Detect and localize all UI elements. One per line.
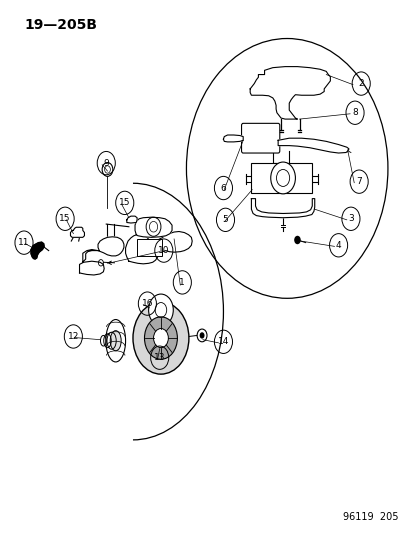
FancyBboxPatch shape	[251, 163, 311, 193]
Circle shape	[148, 294, 173, 326]
Text: 16: 16	[141, 299, 153, 308]
Polygon shape	[79, 261, 104, 275]
Polygon shape	[125, 231, 192, 264]
Text: 11: 11	[18, 238, 30, 247]
Polygon shape	[126, 216, 137, 223]
Text: 5: 5	[222, 215, 228, 224]
Polygon shape	[223, 135, 242, 142]
Polygon shape	[70, 227, 84, 237]
Text: 2: 2	[358, 79, 363, 88]
Text: 6: 6	[220, 183, 226, 192]
Circle shape	[133, 302, 188, 374]
Circle shape	[294, 236, 300, 244]
Text: 12: 12	[67, 332, 79, 341]
Text: 10: 10	[158, 246, 169, 255]
Circle shape	[270, 162, 295, 194]
Circle shape	[102, 163, 113, 176]
Text: 4: 4	[335, 241, 341, 250]
Polygon shape	[83, 237, 123, 262]
Text: 13: 13	[154, 353, 165, 362]
Polygon shape	[31, 242, 44, 259]
Circle shape	[199, 332, 204, 338]
Text: 15: 15	[119, 198, 130, 207]
Bar	[137, 239, 161, 256]
Circle shape	[153, 328, 168, 348]
Polygon shape	[249, 67, 330, 119]
FancyBboxPatch shape	[241, 123, 279, 153]
Polygon shape	[135, 217, 172, 237]
Text: 96119  205: 96119 205	[342, 512, 397, 522]
Circle shape	[197, 329, 206, 342]
Text: 19—205B: 19—205B	[24, 18, 97, 33]
Polygon shape	[251, 199, 314, 217]
Text: 1: 1	[179, 278, 185, 287]
Circle shape	[144, 317, 177, 359]
Text: 7: 7	[356, 177, 361, 186]
Text: 14: 14	[217, 337, 228, 346]
Text: 15: 15	[59, 214, 71, 223]
Text: 3: 3	[347, 214, 353, 223]
Ellipse shape	[110, 330, 121, 351]
Text: 8: 8	[351, 108, 357, 117]
Text: 9: 9	[103, 159, 109, 167]
Polygon shape	[278, 138, 348, 153]
